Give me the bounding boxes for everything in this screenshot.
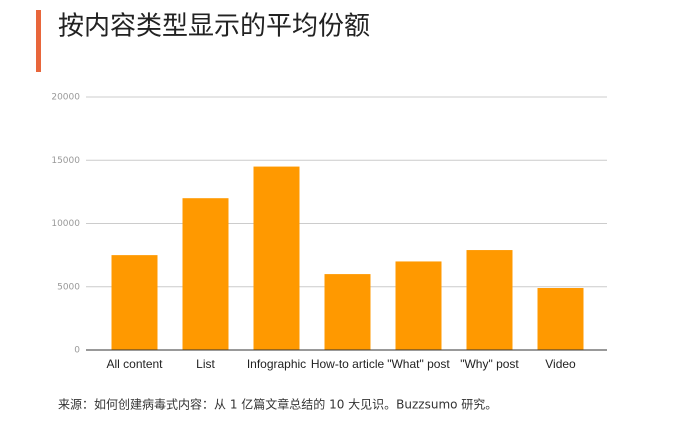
x-tick-label: Video	[545, 357, 576, 371]
y-tick-label: 5000	[57, 282, 80, 292]
bar	[182, 198, 229, 350]
bar	[253, 166, 300, 350]
bar	[395, 261, 442, 350]
x-tick-label: How-to article	[310, 357, 385, 371]
y-tick-label: 10000	[51, 219, 80, 229]
x-tick-label: All content	[106, 357, 163, 371]
bar	[537, 288, 584, 350]
y-tick-label: 15000	[51, 156, 80, 166]
y-tick-label: 0	[74, 346, 80, 356]
bar	[324, 274, 371, 350]
x-tick-label: List	[196, 357, 215, 371]
x-tick-label: "What" post	[387, 357, 450, 371]
y-tick-label: 20000	[51, 93, 80, 103]
accent-bar	[36, 10, 41, 72]
chart-title: 按内容类型显示的平均份额	[58, 12, 370, 42]
bar	[466, 250, 513, 350]
source-note: 来源：如何创建病毒式内容：从 1 亿篇文章总结的 10 大见识。Buzzsumo…	[58, 397, 497, 412]
bar	[111, 255, 158, 350]
x-tick-label: Infographic	[246, 357, 307, 371]
x-tick-label: "Why" post	[460, 357, 519, 371]
